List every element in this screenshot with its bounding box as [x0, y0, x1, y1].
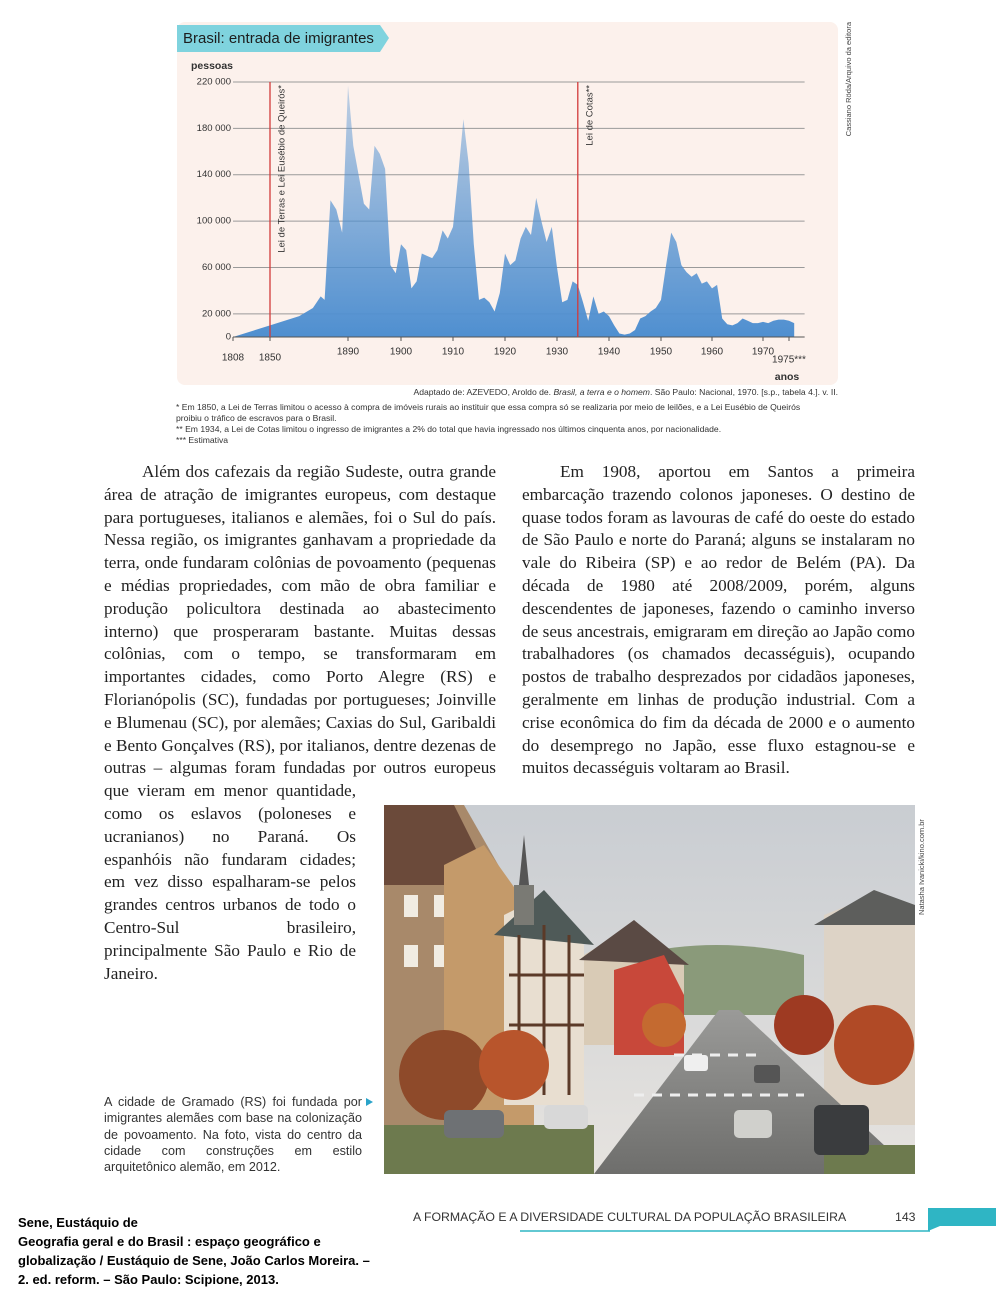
source: Adaptado de: AZEVEDO, Aroldo de. Brasil,…	[176, 387, 840, 398]
car	[734, 1110, 772, 1138]
caption-arrow	[366, 1098, 373, 1106]
x-tick-label: 1975***	[772, 355, 806, 366]
area	[233, 85, 795, 338]
x-tick-label: 1890	[337, 347, 360, 358]
citation-line: Geografia geral e do Brasil : espaço geo…	[18, 1234, 321, 1249]
title-tab	[177, 25, 389, 52]
church-tower	[514, 885, 534, 925]
paragraph: Em 1908, aportou em Santos a primeira em…	[522, 462, 915, 778]
y-tick-label: 0	[226, 332, 231, 343]
arrow	[366, 1098, 373, 1106]
car	[544, 1105, 588, 1129]
footnote: ** Em 1934, a Lei de Cotas limitou o ing…	[176, 424, 722, 434]
x-tick-label: 1940	[598, 347, 621, 358]
running-head: A FORMAÇÃO E A DIVERSIDADE CULTURAL DA P…	[413, 1210, 847, 1224]
left-column: Além dos cafezais da região Sudeste, out…	[104, 461, 496, 1217]
x-tick-label: 1970	[752, 347, 775, 358]
chart: Brasil: entrada de imigrantes pessoas an…	[177, 21, 853, 385]
car	[444, 1110, 504, 1138]
tree	[399, 1030, 489, 1120]
footer-tab	[928, 1208, 996, 1231]
y-tick-label: 180 000	[197, 123, 231, 134]
y-axis-label: pessoas	[191, 60, 233, 72]
roof	[814, 890, 915, 925]
roof	[579, 920, 689, 965]
photo	[384, 805, 915, 1174]
chart-notes: Adaptado de: AZEVEDO, Aroldo de. Brasil,…	[176, 387, 840, 446]
plot: 0 20 000 60 000 100 000 140 000 180 000 220 00…	[197, 77, 806, 366]
x-tick-label: 1950	[650, 347, 673, 358]
car	[684, 1055, 708, 1071]
chart-credit: Cassiano Röda/Arquivo da editora	[844, 21, 853, 136]
x-tick-label: 1850	[259, 353, 282, 364]
source-text: Adaptado de: AZEVEDO, Aroldo de.	[413, 387, 554, 397]
paragraph: Além dos cafezais da região Sudeste, out…	[104, 462, 496, 983]
footnote: * Em 1850, a Lei de Terras limitou o ace…	[176, 402, 801, 423]
x-tick-label: 1930	[546, 347, 569, 358]
tree	[774, 995, 834, 1055]
roof	[494, 890, 594, 945]
tree	[479, 1030, 549, 1100]
car	[814, 1105, 869, 1155]
citation: Sene, Eustáquio de Geografia geral e do …	[18, 1213, 370, 1289]
x-tick-label: 1920	[494, 347, 517, 358]
y-tick-label: 100 000	[197, 216, 231, 227]
tree	[834, 1005, 914, 1085]
window	[404, 945, 418, 967]
citation-line: 2. ed. reform. – São Paulo: Scipione, 20…	[18, 1272, 279, 1287]
x-tick-label: 1900	[390, 347, 413, 358]
crosswalk	[634, 1053, 804, 1097]
x-tick-label: 1910	[442, 347, 465, 358]
x-tick-label: 1960	[701, 347, 724, 358]
chart-title: Brasil: entrada de imigrantes	[183, 30, 374, 47]
photo-credit-box: Natasha Ivanicki/kino.com.br	[917, 819, 926, 915]
church-spire	[519, 835, 529, 885]
car	[754, 1065, 780, 1083]
photo-caption: A cidade de Gramado (RS) foi fundada por…	[104, 1095, 362, 1175]
footnote: *** Estimativa	[176, 435, 229, 445]
annotation-label: Lei de Cotas**	[584, 85, 595, 146]
window	[404, 895, 418, 917]
right-column: Em 1908, aportou em Santos a primeira em…	[522, 461, 915, 780]
y-tick-label: 220 000	[197, 77, 231, 88]
y-tick-label: 60 000	[202, 262, 231, 273]
timber	[509, 925, 584, 1095]
footer-decoration	[520, 1208, 996, 1232]
source-text: . São Paulo: Nacional, 1970. [s.p., tabe…	[649, 387, 838, 397]
x-axis-label: anos	[775, 371, 800, 383]
annotation-label: Lei de Terras e Lei Eusébio de Queirós*	[277, 85, 288, 253]
tree	[642, 1003, 686, 1047]
y-tick-label: 140 000	[197, 169, 231, 180]
x-tick-label: 1808	[222, 353, 245, 364]
citation-line: globalização / Eustáquio de Sene, João C…	[18, 1253, 370, 1268]
y-tick-label: 20 000	[202, 308, 231, 319]
source-title: Brasil, a terra e o homem	[553, 387, 650, 397]
page-number: 143	[895, 1210, 916, 1224]
citation-line: Sene, Eustáquio de	[18, 1215, 138, 1230]
photo-credit: Natasha Ivanicki/kino.com.br	[917, 819, 926, 915]
